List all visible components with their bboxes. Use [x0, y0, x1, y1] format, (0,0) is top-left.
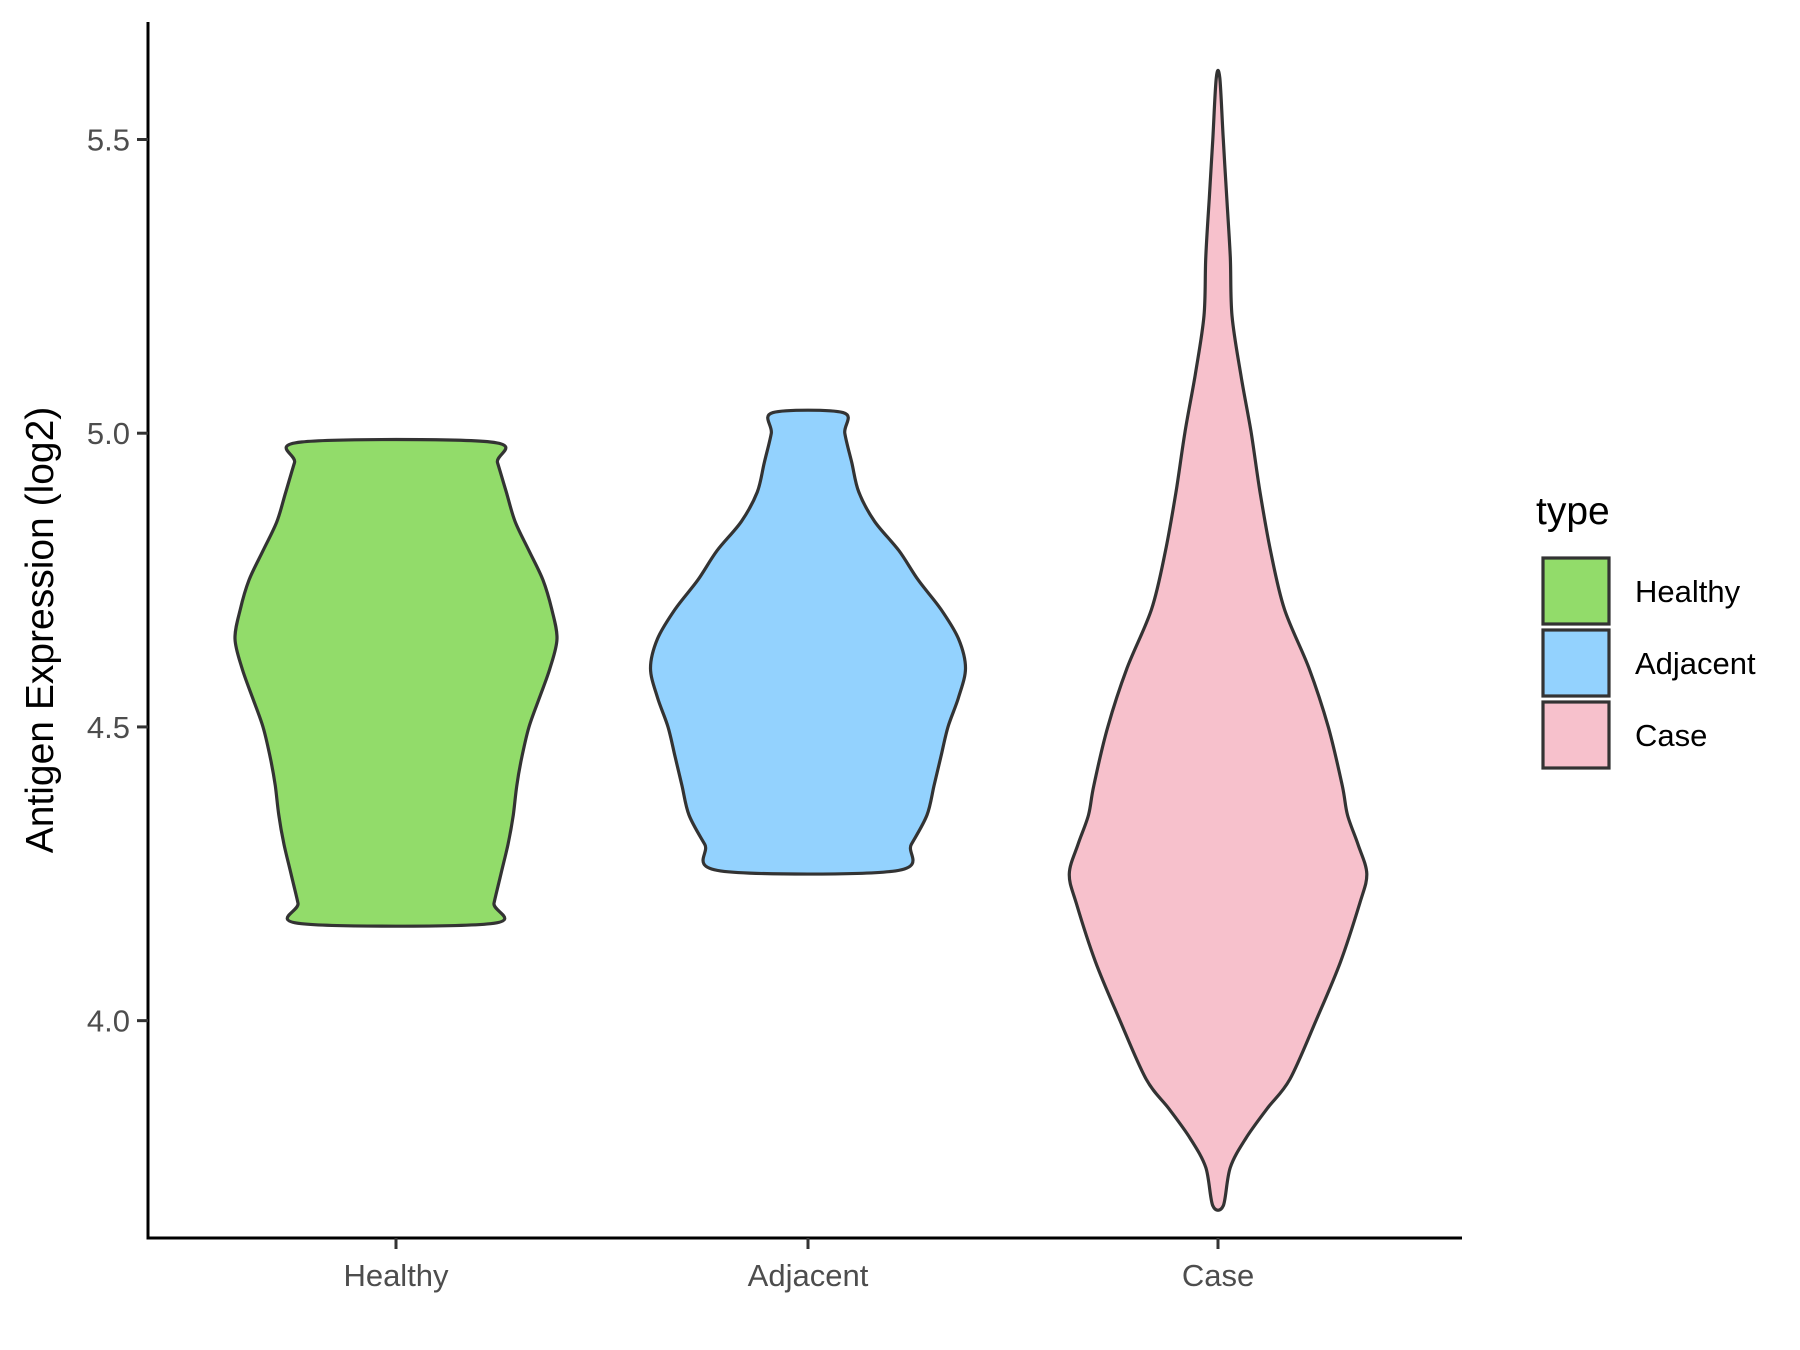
- x-axis-ticks: Healthy Adjacent Case: [343, 1238, 1254, 1293]
- violin-adjacent: [648, 408, 968, 876]
- y-axis-title: Antigen Expression (log2): [19, 407, 62, 854]
- legend-key-case: [1541, 700, 1611, 770]
- legend-key-adjacent: [1541, 628, 1611, 698]
- legend-title: type: [1536, 490, 1610, 533]
- legend-label-case: Case: [1635, 718, 1707, 753]
- violin-case: [1067, 68, 1369, 1212]
- x-tick-label: Case: [1182, 1258, 1254, 1293]
- y-tick-label: 4.5: [87, 710, 130, 745]
- legend-key-healthy: [1541, 556, 1611, 626]
- y-tick-label: 5.5: [87, 122, 130, 157]
- legend-label-healthy: Healthy: [1635, 574, 1741, 609]
- x-tick-label: Adjacent: [748, 1258, 869, 1293]
- y-axis-ticks: 4.0 4.5 5.0 5.5: [87, 122, 148, 1039]
- legend-label-adjacent: Adjacent: [1635, 646, 1756, 681]
- violin-healthy: [233, 437, 559, 928]
- violins-layer: [233, 68, 1369, 1212]
- y-tick-label: 5.0: [87, 416, 130, 451]
- y-tick-label: 4.0: [87, 1004, 130, 1039]
- legend: type Healthy Adjacent Case: [1536, 490, 1756, 770]
- x-tick-label: Healthy: [343, 1258, 449, 1293]
